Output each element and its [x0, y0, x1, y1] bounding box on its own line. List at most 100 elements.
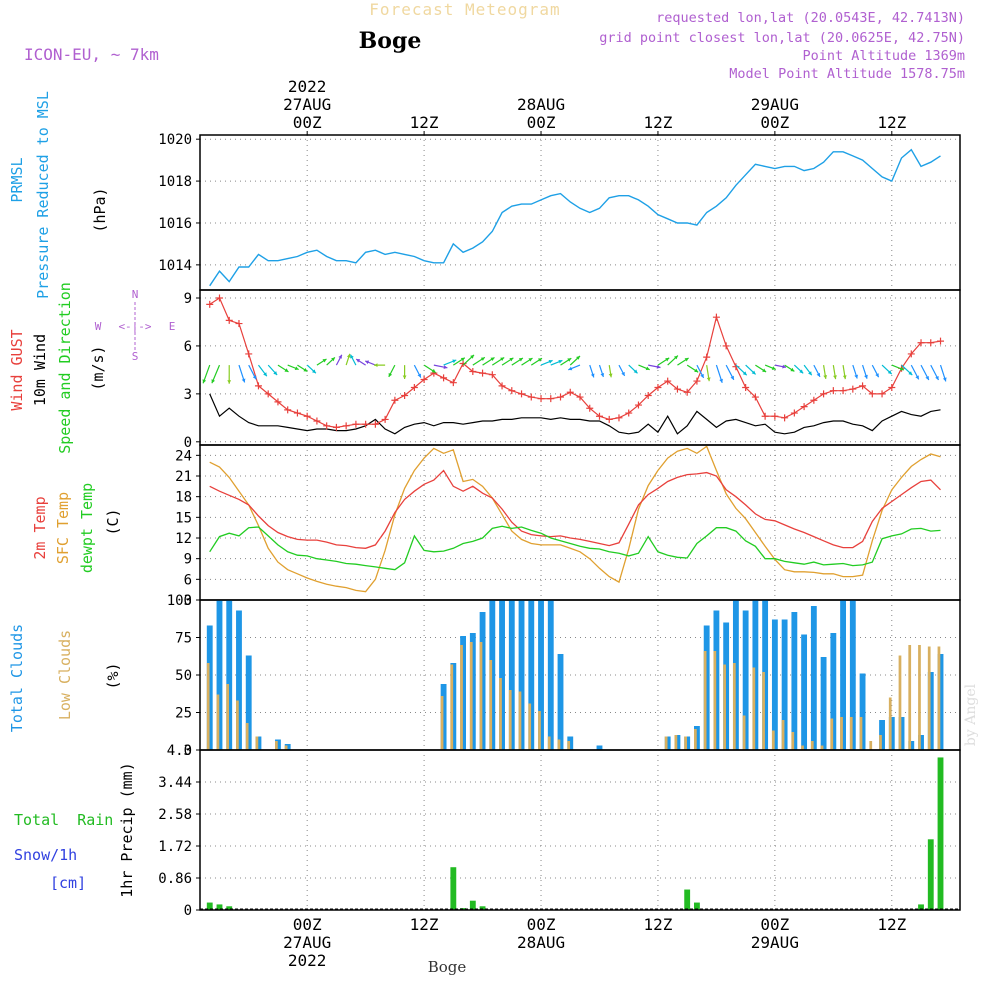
wind-arrow-head [742, 371, 747, 376]
total-cloud-bar [508, 600, 515, 750]
gust-marker [215, 294, 223, 302]
sfc-temp-label: SFC Temp [54, 492, 72, 564]
low-cloud-bar [557, 739, 561, 750]
pressure-frame [199, 134, 961, 291]
total-cloud-bar [245, 655, 252, 750]
y-tick-label: 3 [184, 593, 192, 609]
gust-marker [469, 367, 477, 375]
top-axis-label: 29AUG [751, 95, 799, 114]
wind-arrow-head [771, 366, 776, 370]
total-cloud-bar [888, 717, 895, 750]
gust-marker [878, 390, 886, 398]
total-cloud-bar [226, 600, 233, 750]
low-cloud-bar [810, 741, 814, 750]
y-tick-label: 21 [175, 469, 192, 485]
precip-bar [479, 906, 486, 910]
y-tick-label: 12 [175, 531, 192, 547]
watermark: by Angel [963, 683, 979, 746]
low-cloud-bar [771, 730, 775, 750]
wind-arrow-head [470, 354, 475, 359]
y-tick-label: 1.72 [158, 839, 192, 855]
gust-marker [751, 393, 759, 401]
wind-arrow-head [538, 358, 543, 362]
wind-arrow-head [908, 371, 913, 376]
wind-dir-label: Speed and Direction [56, 282, 74, 454]
wind-arrow-head [915, 375, 919, 380]
top-axis-label: 2022 [288, 77, 327, 96]
wind-arrow-head [322, 358, 327, 363]
low-cloud-bar [820, 745, 824, 750]
total-cloud-bar [216, 600, 223, 750]
gust-marker [410, 383, 418, 391]
total-cloud-bar [713, 610, 720, 750]
gust-marker [323, 422, 331, 430]
gust-marker [479, 369, 487, 377]
low-cloud-bar [937, 646, 941, 750]
sfc-temp-series-line [209, 445, 941, 593]
low-cloud-bar [236, 700, 239, 750]
precip-bar [460, 908, 466, 910]
y-tick-label: 50 [175, 668, 192, 684]
gust-marker [868, 390, 876, 398]
gust-marker [829, 387, 837, 395]
precip-bar [684, 889, 691, 910]
point-altitude: Point Altitude 1369m [802, 48, 965, 64]
gust-marker [391, 396, 399, 404]
total-cloud-bar [499, 600, 505, 750]
gust-marker [917, 339, 925, 347]
gust-marker [820, 390, 828, 398]
wind-arrow-head [567, 358, 572, 362]
low-cloud-bar [508, 690, 512, 750]
total-cloud-bar [275, 739, 281, 750]
wind-arrow-head [443, 365, 448, 369]
low-cloud-bar [830, 718, 834, 750]
rain-label: Total Rain [14, 811, 113, 829]
gust-marker [381, 415, 389, 423]
gust-marker [722, 342, 730, 350]
low-cloud-bar [762, 672, 765, 750]
total-cloud-bar [538, 600, 544, 750]
total-cloud-bar [284, 744, 291, 750]
wind-arrow-head [751, 370, 756, 375]
low-cloud-bar [206, 663, 210, 750]
total-cloud-bar [840, 600, 846, 750]
wind-arrow-head [227, 380, 232, 384]
gust-marker [907, 350, 915, 358]
dewpt-series-line [209, 525, 941, 571]
wind-arrow-head [833, 375, 837, 380]
low-cloud-bar [450, 664, 454, 750]
top-axis-label: 28AUG [517, 95, 565, 114]
gust-marker [420, 375, 428, 383]
low-cloud-bar [840, 717, 843, 750]
low-cloud-bar [440, 696, 444, 750]
wind-arrow-head [528, 358, 533, 362]
total-cloud-bar [742, 610, 749, 750]
wind-arrow-head [762, 368, 767, 373]
top-axis-label: 12Z [877, 113, 906, 132]
low-cloud-bar [898, 655, 902, 750]
wind-arrow-head [935, 376, 939, 380]
gust-marker [839, 387, 847, 395]
wind-arrow-head [694, 368, 699, 373]
total-cloud-bar [674, 735, 681, 750]
total-cloud-bar [791, 612, 798, 750]
total-cloud-bar [479, 612, 486, 750]
total-cloud-bar [781, 619, 788, 750]
wind-arrow-head [273, 371, 278, 376]
wind-arrow-head [854, 374, 858, 379]
y-tick-label: 0 [184, 743, 192, 759]
total-cloud-bar [937, 654, 944, 750]
gust-marker [303, 412, 311, 420]
gust-marker [401, 391, 409, 399]
gust-marker [634, 401, 642, 409]
wind-arrow-head [452, 359, 457, 364]
wind-arrow-head [431, 369, 436, 373]
gust-marker [927, 339, 935, 347]
gust-marker [225, 316, 233, 324]
wind-arrow-head [388, 372, 393, 377]
low-cloud-bar [918, 645, 921, 750]
bottom-axis-label: 12Z [877, 915, 906, 934]
top-axis-label: 00Z [527, 113, 556, 132]
wind-arrow-head [799, 369, 804, 374]
